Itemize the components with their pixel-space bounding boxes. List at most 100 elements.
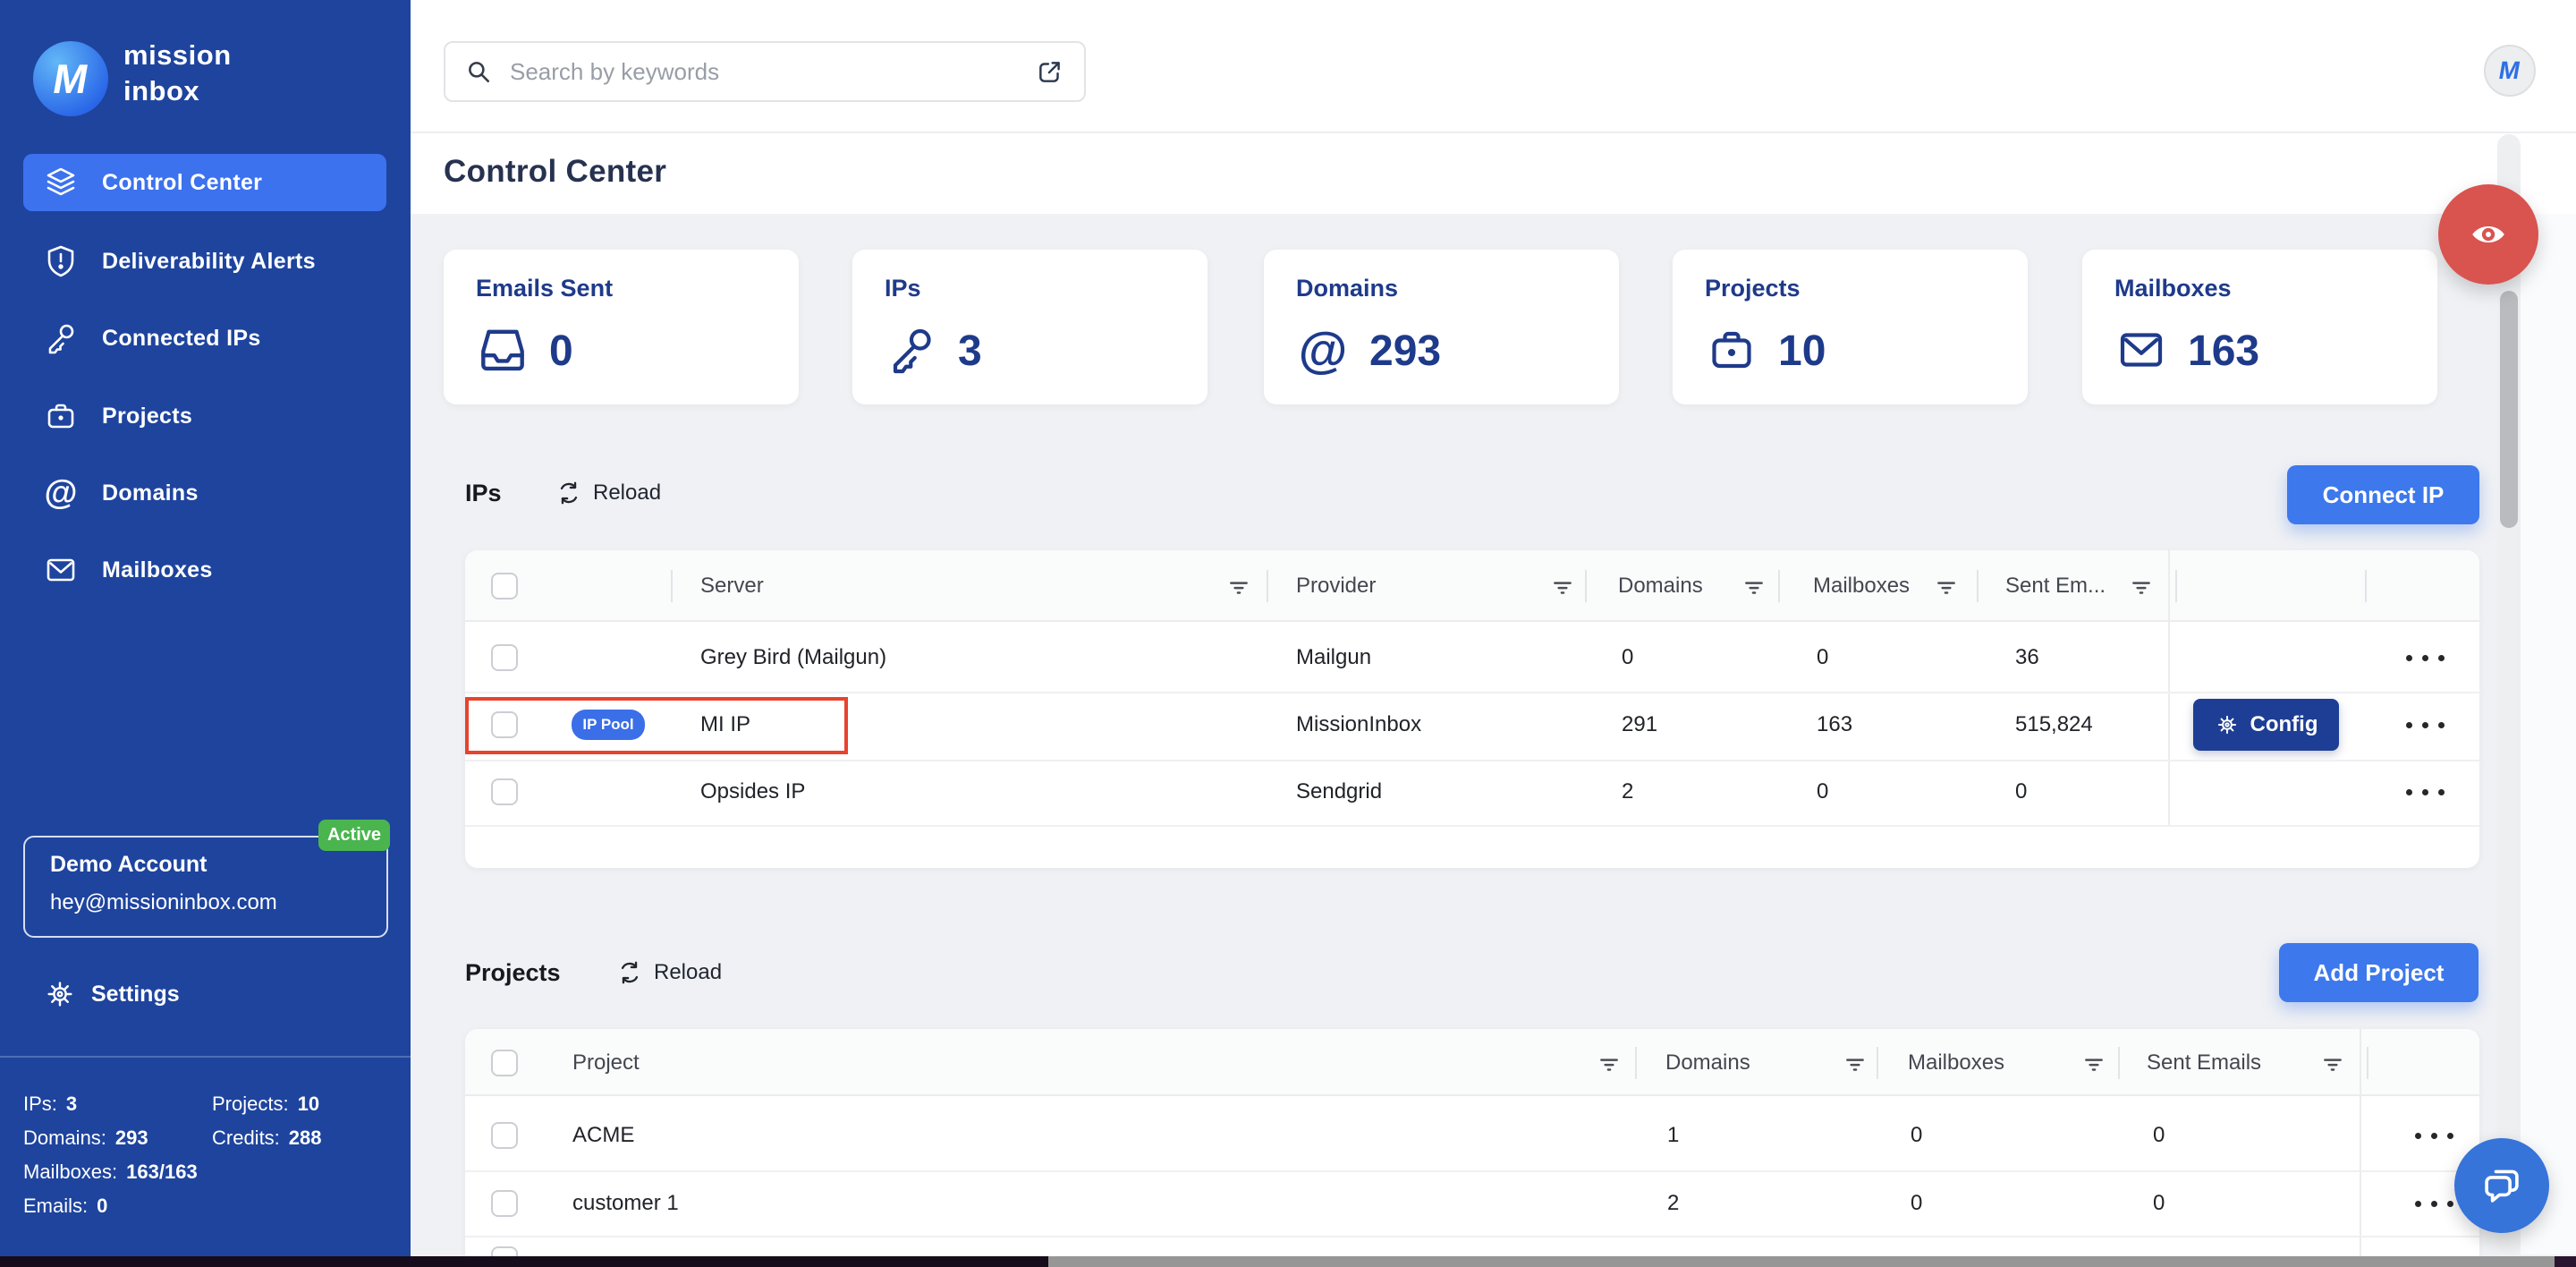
ips-col-mailboxes[interactable]: Mailboxes — [1813, 574, 1911, 598]
config-label: Config — [2250, 712, 2318, 736]
projects-col-project[interactable]: Project — [572, 1050, 640, 1075]
row-checkbox[interactable] — [491, 1122, 518, 1149]
sidebar-stat-ips: IPs: 3 — [23, 1093, 77, 1116]
connect-ip-button[interactable]: Connect IP — [2287, 465, 2479, 524]
stat-label: IPs: — [23, 1093, 57, 1115]
row-divider — [465, 1236, 2479, 1237]
filter-icon[interactable] — [1227, 575, 1250, 599]
sidebar-item-label: Projects — [102, 403, 193, 429]
stat-value: 163/163 — [126, 1161, 198, 1183]
ip-provider: MissionInbox — [1296, 712, 1422, 736]
brand-logo[interactable]: M — [33, 41, 108, 116]
sidebar-item-mailboxes[interactable]: Mailboxes — [23, 541, 386, 599]
at-icon: @ — [44, 474, 78, 512]
search-input[interactable] — [508, 56, 1036, 87]
row-menu-button[interactable] — [2415, 1133, 2453, 1139]
filter-icon[interactable] — [1551, 575, 1574, 599]
chat-button[interactable] — [2454, 1138, 2549, 1233]
search-box[interactable] — [444, 41, 1086, 102]
brand-m-icon: M — [49, 55, 92, 102]
alert-eye-button[interactable] — [2438, 184, 2538, 285]
sidebar-stat-mailboxes: Mailboxes: 163/163 — [23, 1161, 198, 1184]
ips-col-server[interactable]: Server — [700, 574, 764, 598]
project-name: ACME — [572, 1123, 635, 1147]
sidebar-item-domains[interactable]: @ Domains — [23, 464, 386, 522]
filter-icon[interactable] — [1843, 1052, 1867, 1076]
projects-table: Project Domains Mailboxes Sent Emails AC… — [465, 1029, 2479, 1267]
config-button[interactable]: Config — [2193, 699, 2339, 751]
sidebar-item-projects[interactable]: Projects — [23, 387, 386, 445]
reload-label: Reload — [593, 480, 662, 505]
row-checkbox[interactable] — [491, 644, 518, 671]
filter-icon[interactable] — [2082, 1052, 2106, 1076]
header-separator — [671, 570, 673, 602]
account-card[interactable]: Demo Account hey@missioninbox.com — [23, 836, 388, 938]
projects-select-all-checkbox[interactable] — [491, 1050, 518, 1076]
ip-domains: 291 — [1622, 712, 1658, 736]
reload-icon — [555, 480, 582, 506]
window-bottom-edge-corner — [2555, 1256, 2576, 1267]
stat-card-projects: Projects 10 — [1673, 250, 2028, 404]
sidebar-item-connected-ips[interactable]: Connected IPs — [23, 310, 386, 367]
filter-icon[interactable] — [1742, 575, 1766, 599]
header-separator — [1977, 570, 1979, 602]
ips-select-all-checkbox[interactable] — [491, 573, 518, 599]
row-checkbox[interactable] — [491, 711, 518, 738]
card-label: IPs — [885, 275, 921, 302]
header-separator — [2367, 1047, 2368, 1079]
sidebar-item-settings[interactable]: Settings — [43, 977, 180, 1011]
account-status-badge: Active — [318, 820, 390, 851]
scrollbar-thumb[interactable] — [2500, 291, 2518, 528]
row-menu-button[interactable] — [2415, 1201, 2453, 1207]
ip-domains: 2 — [1622, 779, 1634, 804]
row-menu-button[interactable] — [2406, 655, 2445, 661]
ip-provider: Mailgun — [1296, 645, 1372, 669]
external-link-icon[interactable] — [1036, 57, 1064, 86]
brand-name-line2: inbox — [123, 75, 200, 106]
ips-reload-button[interactable]: Reload — [555, 480, 661, 506]
filter-icon[interactable] — [1935, 575, 1958, 599]
filter-icon[interactable] — [2130, 575, 2153, 599]
projects-col-mailboxes[interactable]: Mailboxes — [1908, 1050, 2005, 1075]
project-mailboxes: 0 — [1911, 1123, 1923, 1147]
card-label: Emails Sent — [476, 275, 614, 302]
projects-reload-button[interactable]: Reload — [616, 959, 722, 986]
ips-col-provider[interactable]: Provider — [1296, 574, 1377, 598]
sidebar-divider — [0, 1056, 411, 1058]
row-checkbox[interactable] — [491, 778, 518, 805]
ip-domains: 0 — [1622, 645, 1634, 669]
stat-value: 10 — [297, 1093, 320, 1115]
row-menu-button[interactable] — [2406, 789, 2445, 795]
projects-col-sent-emails[interactable]: Sent Emails — [2147, 1050, 2262, 1075]
header-separator — [1778, 570, 1780, 602]
highlight-annotation-box — [465, 697, 848, 754]
sidebar-stat-projects: Projects: 10 — [212, 1093, 319, 1116]
envelope-icon — [2113, 321, 2170, 378]
sidebar-item-control-center[interactable]: Control Center — [23, 154, 386, 211]
stat-value: 288 — [288, 1127, 322, 1149]
stat-value: 293 — [114, 1127, 148, 1149]
ips-table-header — [465, 550, 2479, 622]
ips-table: Server Provider Domains Mailboxes Sent E… — [465, 550, 2479, 868]
projects-section-title: Projects — [465, 959, 561, 986]
row-checkbox[interactable] — [491, 1190, 518, 1217]
ip-server-name: Opsides IP — [700, 779, 806, 804]
search-icon — [465, 58, 492, 85]
filter-icon[interactable] — [1597, 1052, 1621, 1076]
filter-icon[interactable] — [2321, 1052, 2344, 1076]
row-menu-button[interactable] — [2406, 722, 2445, 728]
add-project-button[interactable]: Add Project — [2279, 943, 2479, 1002]
ips-col-sent-emails[interactable]: Sent Em... — [2005, 574, 2106, 598]
user-avatar[interactable]: M — [2484, 45, 2536, 97]
ip-server-name: MI IP — [700, 712, 751, 736]
gear-icon — [2217, 715, 2236, 735]
header-separator — [1267, 570, 1268, 602]
account-email: hey@missioninbox.com — [50, 890, 277, 914]
stat-label: Mailboxes: — [23, 1161, 118, 1183]
header-separator — [2175, 570, 2177, 602]
topbar — [411, 0, 2576, 214]
ips-col-domains[interactable]: Domains — [1618, 574, 1703, 598]
stat-card-ips: IPs 3 — [852, 250, 1208, 404]
projects-col-domains[interactable]: Domains — [1665, 1050, 1750, 1075]
sidebar-item-deliverability-alerts[interactable]: Deliverability Alerts — [23, 233, 386, 290]
